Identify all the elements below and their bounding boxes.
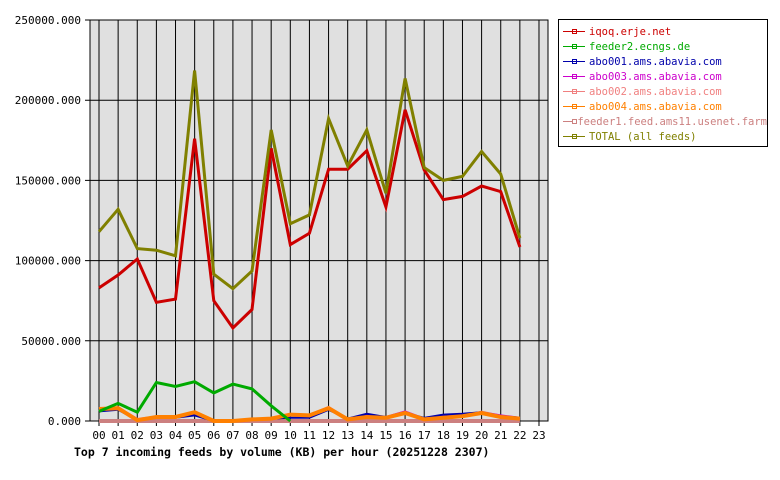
x-tick-label: 14 <box>360 429 374 442</box>
chart-title: Top 7 incoming feeds by volume (KB) per … <box>74 445 489 459</box>
legend-item: feeder1.feed.ams11.usenet.farm <box>559 114 767 129</box>
legend-line-marker-icon <box>563 42 585 51</box>
x-tick-label: 04 <box>169 429 183 442</box>
legend-line-marker-icon <box>563 72 585 81</box>
legend-item: TOTAL (all feeds) <box>559 129 767 144</box>
x-tick-label: 11 <box>303 429 316 442</box>
legend-item: abo001.ams.abavia.com <box>559 54 767 69</box>
series-line-feeder2-ecngs-de <box>98 380 292 423</box>
plot-area <box>89 19 549 422</box>
x-tick-label: 07 <box>226 429 239 442</box>
legend-line-marker-icon <box>563 87 585 96</box>
legend-label: abo001.ams.abavia.com <box>589 55 722 68</box>
legend-label: abo003.ams.abavia.com <box>589 70 722 83</box>
legend-item: abo004.ams.abavia.com <box>559 99 767 114</box>
x-tick-label: 18 <box>437 429 450 442</box>
legend-label: feeder2.ecngs.de <box>589 40 691 53</box>
series-line-abo004-ams-abavia-com <box>98 405 521 423</box>
y-tick-label: 0.000 <box>48 415 81 428</box>
legend-line-marker-icon <box>563 117 577 126</box>
y-tick-label: 150000.000 <box>15 174 81 187</box>
legend-item: iqoq.erje.net <box>559 24 767 39</box>
legend-line-marker-icon <box>563 102 585 111</box>
series-lines <box>97 70 522 423</box>
legend-label: abo002.ams.abavia.com <box>589 85 722 98</box>
x-tick-label: 00 <box>92 429 105 442</box>
legend-line-marker-icon <box>563 27 585 36</box>
x-tick-label: 08 <box>245 429 258 442</box>
x-tick-label: 15 <box>379 429 392 442</box>
series-line-iqoq-erje-net <box>98 109 522 331</box>
legend-label: iqoq.erje.net <box>589 25 672 38</box>
legend-line-marker-icon <box>563 57 585 66</box>
x-tick-label: 22 <box>513 429 526 442</box>
x-tick-label: 19 <box>456 429 469 442</box>
y-tick-label: 100000.000 <box>15 255 81 268</box>
x-tick-label: 10 <box>284 429 297 442</box>
x-tick-label: 01 <box>112 429 125 442</box>
x-tick-label: 21 <box>494 429 507 442</box>
y-tick-label: 50000.000 <box>21 335 81 348</box>
y-axis: 0.000 50000.000 100000.000 150000.000 200000… <box>15 14 81 428</box>
x-tick-label: 02 <box>131 429 144 442</box>
legend-item: abo003.ams.abavia.com <box>559 69 767 84</box>
x-tick-label: 05 <box>188 429 201 442</box>
x-tick-label: 09 <box>265 429 278 442</box>
x-tick-label: 13 <box>341 429 354 442</box>
legend-line-marker-icon <box>563 132 585 141</box>
x-tick-label: 12 <box>322 429 335 442</box>
y-tick-label: 200000.000 <box>15 94 81 107</box>
legend-label: TOTAL (all feeds) <box>589 130 697 143</box>
legend-label: feeder1.feed.ams11.usenet.farm <box>577 115 767 128</box>
series-line-total-all-feeds- <box>97 70 522 291</box>
x-tick-label: 20 <box>475 429 488 442</box>
legend-label: abo004.ams.abavia.com <box>589 100 722 113</box>
x-axis: 00 01 02 03 04 05 06 07 08 09 10 11 12 13 14 15 16 17 18 19… <box>92 429 545 442</box>
x-tick-label: 06 <box>207 429 220 442</box>
y-tick-label: 250000.000 <box>15 14 81 27</box>
x-tick-label: 17 <box>418 429 431 442</box>
legend-item: abo002.ams.abavia.com <box>559 84 767 99</box>
legend-item: feeder2.ecngs.de <box>559 39 767 54</box>
x-tick-label: 03 <box>150 429 163 442</box>
legend: iqoq.erje.net feeder2.ecngs.de abo001.ams.… <box>558 19 768 147</box>
x-tick-label: 23 <box>532 429 545 442</box>
x-tick-label: 16 <box>398 429 411 442</box>
